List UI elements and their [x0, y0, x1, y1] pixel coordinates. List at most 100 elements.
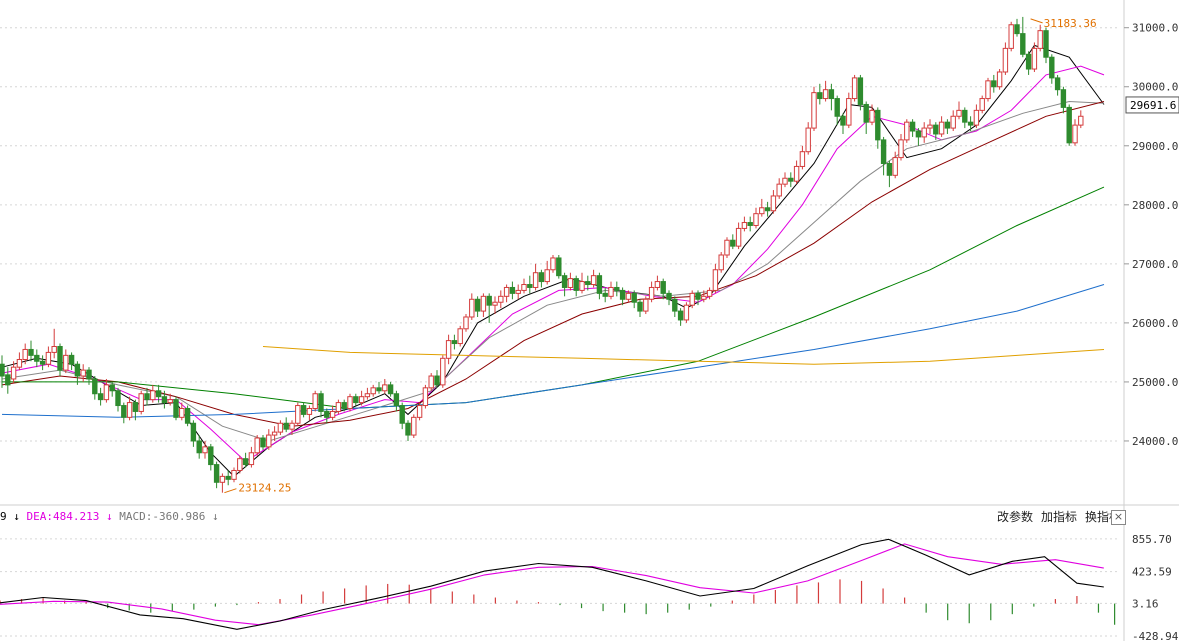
candle-body: [283, 422, 289, 430]
candle: [927, 119, 933, 134]
add-indicator-button[interactable]: 加指标: [1040, 510, 1077, 524]
candle-body: [399, 405, 405, 424]
candle-body: [788, 177, 794, 182]
candle-body: [817, 92, 823, 100]
candle: [503, 284, 510, 303]
candle-body: [161, 396, 168, 404]
macd-tick-label: 855.70: [1132, 533, 1172, 546]
ma-line: [262, 346, 1105, 365]
macd-panel: 855.70 423.59 3.16 -428.94: [0, 533, 1179, 641]
candle-body: [712, 269, 719, 291]
candle-body: [480, 295, 487, 312]
candle: [80, 364, 86, 382]
candle-body: [277, 422, 284, 433]
close-icon[interactable]: ×: [1111, 510, 1126, 525]
candle: [271, 426, 278, 441]
candle: [695, 290, 701, 306]
candle: [614, 281, 620, 297]
candle: [567, 272, 574, 291]
candle: [782, 172, 788, 188]
candle-body: [579, 281, 585, 291]
candle-body: [405, 422, 411, 436]
candle-body: [938, 121, 945, 135]
candle-body: [1078, 115, 1084, 126]
candle: [463, 314, 469, 332]
candle-body: [590, 275, 597, 286]
candle-body: [585, 281, 591, 286]
candle: [150, 384, 156, 403]
candle-body: [242, 458, 249, 466]
candle: [173, 396, 179, 421]
candle: [358, 390, 365, 406]
candle-body: [1008, 24, 1014, 49]
candle-body: [109, 384, 115, 392]
candle: [92, 376, 98, 400]
candle-body: [625, 292, 632, 300]
dif-line: [0, 538, 1104, 630]
candle-body: [643, 298, 649, 312]
candle: [811, 86, 817, 132]
candle-body: [915, 130, 922, 138]
candle: [121, 402, 127, 424]
candle: [967, 116, 974, 132]
candle-body: [213, 464, 220, 483]
candle-body: [80, 369, 86, 377]
candle: [167, 393, 173, 406]
candle-body: [237, 458, 243, 471]
candle-body: [764, 207, 771, 212]
candle: [973, 104, 980, 129]
candle: [573, 275, 579, 297]
candle-body: [74, 363, 81, 377]
candle: [126, 396, 133, 421]
candle-body: [834, 98, 840, 117]
candle-body: [730, 239, 736, 247]
candle: [86, 367, 92, 385]
candle: [1031, 42, 1038, 72]
candle-body: [463, 316, 469, 330]
candle-body: [39, 360, 46, 365]
candle-body: [121, 405, 127, 418]
candle-body: [561, 275, 568, 288]
y-tick-label: 24000.0: [1132, 435, 1178, 448]
candle: [1008, 21, 1014, 52]
candle: [295, 402, 301, 427]
candle-body: [521, 284, 527, 291]
candle-body: [863, 103, 869, 123]
candle-body: [631, 292, 637, 303]
candle-body: [335, 402, 342, 412]
candle: [788, 172, 794, 188]
candle: [643, 296, 649, 315]
candle-body: [1037, 30, 1043, 49]
candle-body: [1031, 47, 1038, 70]
candle-body: [683, 304, 690, 321]
candle-body: [173, 399, 179, 418]
candle: [1066, 104, 1072, 146]
candle: [950, 110, 956, 132]
candle-body: [527, 284, 533, 288]
candle: [863, 101, 869, 134]
macd-label: MACD:-360.986: [119, 510, 206, 523]
candle: [776, 178, 782, 199]
candle: [68, 352, 75, 371]
candle-body: [735, 227, 742, 247]
candle: [666, 290, 672, 306]
candle-body: [898, 139, 904, 159]
candle: [132, 399, 139, 421]
candle: [237, 455, 243, 474]
candle-body: [358, 396, 365, 404]
candle: [938, 116, 945, 137]
candle-body: [828, 89, 835, 100]
edit-params-button[interactable]: 改参数: [996, 510, 1033, 524]
candle-body: [933, 124, 939, 135]
y-tick-label: 31000.0: [1132, 22, 1178, 35]
candle: [283, 417, 289, 433]
candle: [248, 446, 255, 468]
candle: [231, 467, 237, 483]
candle: [213, 461, 220, 489]
candle-body: [985, 80, 991, 100]
candle: [660, 278, 666, 300]
candle-body: [138, 393, 144, 412]
candle-body: [440, 357, 446, 386]
candle-body: [892, 157, 898, 176]
